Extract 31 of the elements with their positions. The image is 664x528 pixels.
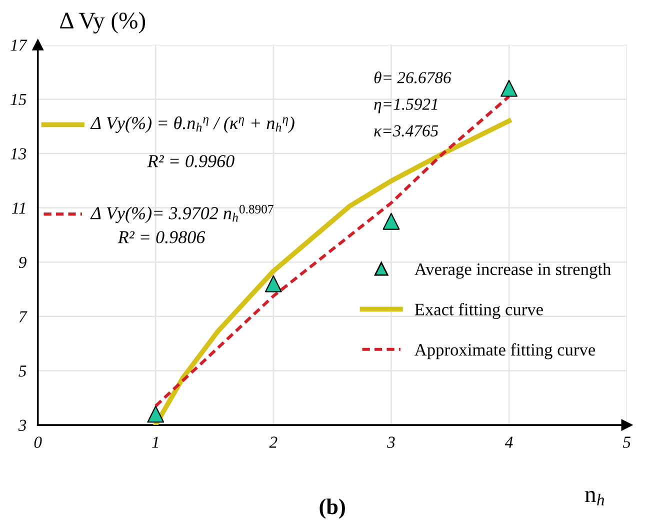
- annotation: Δ Vy(%)= 3.9702 n$_{h}$$^{0.8907}$: [90, 204, 274, 224]
- y-axis-title: Δ Vy (%): [60, 12, 146, 34]
- point: [264, 275, 282, 292]
- x-tick-label: 1: [152, 436, 158, 448]
- x-tick-label: 5: [622, 436, 630, 448]
- x-tick-label: 3: [387, 436, 395, 448]
- y-tick-label: 13: [10, 148, 26, 160]
- annotation: η=1.5921: [374, 98, 438, 114]
- legend-label: Average increase in strength: [414, 262, 611, 279]
- y-tick-label: 3: [18, 420, 26, 431]
- annotation: θ= 26.6786: [374, 71, 452, 84]
- annotation: κ=3.4765: [374, 125, 438, 137]
- y-tick-label: 5: [18, 366, 26, 377]
- point: [147, 406, 164, 423]
- legend-label: Exact fitting curve: [414, 302, 543, 319]
- text: (b): [320, 498, 345, 519]
- point: [500, 80, 518, 97]
- x-axis-title: n$_{h}$: [585, 490, 604, 506]
- x-tick-label: 2: [269, 436, 278, 448]
- point: [382, 212, 400, 230]
- annotation: R² = 0.9806: [118, 231, 206, 244]
- x-tick-label: 0: [34, 436, 42, 448]
- annotation: R² = 0.9960: [147, 155, 234, 168]
- x-tick-label: 4: [504, 436, 513, 448]
- y-tick-label: 11: [12, 202, 25, 214]
- text: Δ Vy(%) = θ.n$_{h}$$^{η}$ / (κ$^{η}$ + n$_{h}$$^{η}$): [90, 116, 294, 133]
- legend-label: Approximate fitting curve: [414, 343, 596, 360]
- y-tick-label: 7: [19, 311, 28, 322]
- y-tick-label: 9: [18, 256, 26, 268]
- y-tick-label: 15: [10, 94, 26, 106]
- y-tick-label: 17: [10, 40, 28, 51]
